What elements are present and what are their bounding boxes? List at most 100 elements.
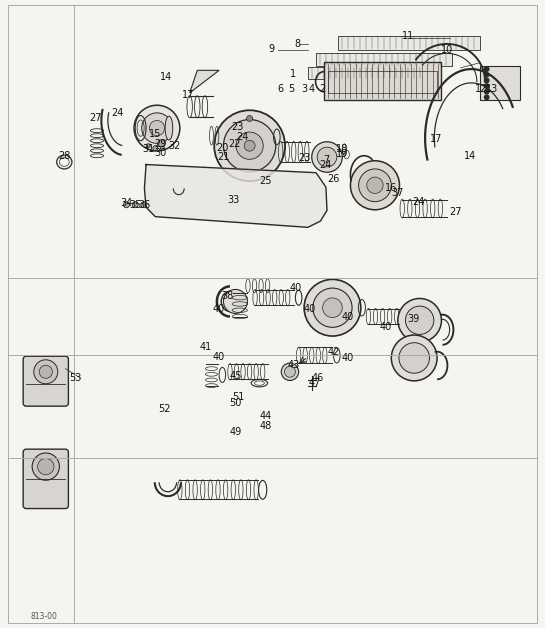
Text: 27: 27 bbox=[89, 113, 101, 123]
Circle shape bbox=[281, 363, 299, 381]
Text: 49: 49 bbox=[229, 427, 241, 437]
Circle shape bbox=[485, 95, 489, 100]
Text: 38: 38 bbox=[222, 291, 234, 301]
Circle shape bbox=[485, 84, 489, 89]
Text: 24: 24 bbox=[320, 160, 332, 170]
Text: 7: 7 bbox=[323, 154, 329, 165]
Circle shape bbox=[485, 78, 489, 83]
Circle shape bbox=[236, 132, 263, 160]
Text: 23: 23 bbox=[298, 153, 310, 163]
Text: 16: 16 bbox=[385, 183, 397, 193]
Polygon shape bbox=[144, 165, 327, 227]
Text: 15: 15 bbox=[149, 129, 161, 139]
Circle shape bbox=[246, 116, 253, 121]
FancyBboxPatch shape bbox=[23, 356, 69, 406]
Text: 19: 19 bbox=[336, 149, 348, 160]
Text: 12: 12 bbox=[475, 84, 487, 94]
Circle shape bbox=[132, 202, 138, 208]
Text: 24: 24 bbox=[111, 108, 123, 118]
Polygon shape bbox=[338, 36, 480, 50]
Circle shape bbox=[405, 306, 434, 335]
Text: 29: 29 bbox=[155, 139, 167, 149]
Circle shape bbox=[123, 202, 130, 208]
Polygon shape bbox=[308, 67, 428, 78]
Text: 36: 36 bbox=[138, 200, 150, 210]
Text: 30: 30 bbox=[155, 148, 167, 158]
FancyBboxPatch shape bbox=[23, 449, 69, 509]
Text: 52: 52 bbox=[159, 404, 171, 414]
Text: 39: 39 bbox=[407, 314, 419, 324]
Circle shape bbox=[244, 140, 255, 151]
Text: 23: 23 bbox=[231, 122, 243, 132]
Circle shape bbox=[141, 202, 147, 208]
Circle shape bbox=[312, 142, 342, 172]
Bar bbox=[328, 71, 438, 93]
Text: 18: 18 bbox=[336, 144, 348, 154]
Bar bbox=[324, 62, 441, 100]
Text: 17: 17 bbox=[182, 90, 194, 100]
Text: 33: 33 bbox=[227, 195, 239, 205]
Text: 11: 11 bbox=[402, 31, 414, 41]
Text: 26: 26 bbox=[328, 174, 340, 184]
Circle shape bbox=[39, 365, 52, 378]
Polygon shape bbox=[190, 70, 219, 93]
Text: 813-00: 813-00 bbox=[30, 612, 57, 621]
Circle shape bbox=[158, 139, 165, 147]
Text: 51: 51 bbox=[233, 392, 245, 402]
Text: 2: 2 bbox=[319, 84, 326, 94]
Circle shape bbox=[34, 360, 58, 384]
Text: 48: 48 bbox=[260, 421, 272, 431]
Polygon shape bbox=[316, 53, 452, 66]
Text: 40: 40 bbox=[380, 322, 392, 332]
Text: 46: 46 bbox=[311, 373, 323, 383]
FancyBboxPatch shape bbox=[480, 66, 520, 100]
Text: 41: 41 bbox=[200, 342, 212, 352]
Text: 22: 22 bbox=[228, 139, 240, 149]
Text: 44: 44 bbox=[260, 411, 272, 421]
Text: 4: 4 bbox=[308, 84, 315, 94]
Ellipse shape bbox=[165, 116, 173, 140]
Circle shape bbox=[350, 161, 399, 210]
Circle shape bbox=[142, 113, 172, 143]
Text: 28: 28 bbox=[58, 151, 70, 161]
Text: 8: 8 bbox=[294, 39, 300, 49]
Text: 40: 40 bbox=[289, 283, 301, 293]
Text: 53: 53 bbox=[69, 373, 81, 383]
Text: 32: 32 bbox=[168, 141, 180, 151]
Circle shape bbox=[359, 169, 391, 202]
Circle shape bbox=[485, 67, 489, 72]
Text: 6: 6 bbox=[277, 84, 284, 94]
Circle shape bbox=[134, 106, 180, 151]
Text: 14: 14 bbox=[464, 151, 476, 161]
Text: 13: 13 bbox=[486, 84, 498, 94]
Text: 14: 14 bbox=[160, 72, 172, 82]
Text: 27: 27 bbox=[449, 207, 461, 217]
Text: 20: 20 bbox=[216, 143, 228, 153]
Text: 43: 43 bbox=[287, 360, 299, 371]
Text: 5: 5 bbox=[288, 84, 295, 94]
Circle shape bbox=[223, 119, 276, 172]
Circle shape bbox=[214, 111, 285, 181]
Circle shape bbox=[391, 335, 437, 381]
Circle shape bbox=[367, 177, 383, 193]
Circle shape bbox=[38, 458, 54, 475]
Circle shape bbox=[398, 298, 441, 342]
Text: 24: 24 bbox=[237, 132, 249, 142]
Text: 9: 9 bbox=[268, 44, 275, 54]
Text: 37: 37 bbox=[392, 188, 404, 198]
Text: 40: 40 bbox=[342, 353, 354, 363]
Circle shape bbox=[399, 343, 429, 373]
Text: 17: 17 bbox=[430, 134, 442, 144]
Circle shape bbox=[149, 121, 165, 136]
Text: 25: 25 bbox=[260, 176, 272, 186]
Circle shape bbox=[323, 298, 342, 318]
Circle shape bbox=[304, 279, 361, 336]
Circle shape bbox=[284, 366, 295, 377]
Circle shape bbox=[317, 147, 337, 167]
Circle shape bbox=[313, 288, 352, 327]
Text: 47: 47 bbox=[309, 378, 321, 388]
Circle shape bbox=[223, 290, 247, 313]
Text: 31: 31 bbox=[142, 144, 154, 154]
Text: 40: 40 bbox=[213, 304, 225, 314]
Text: 50: 50 bbox=[229, 398, 241, 408]
